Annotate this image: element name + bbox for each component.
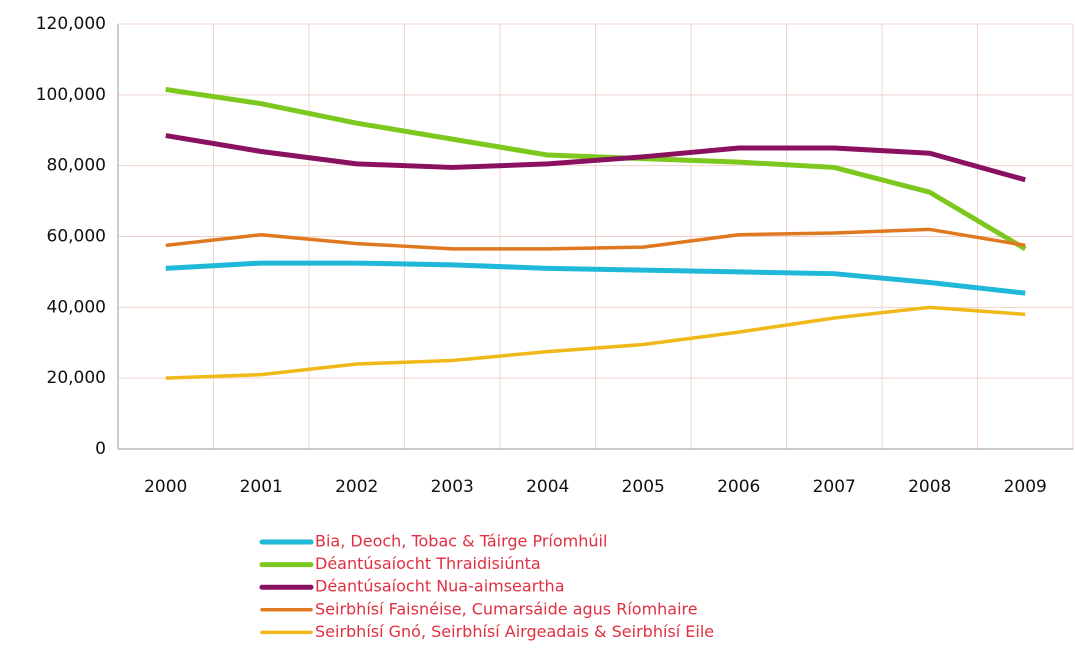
x-tick-label: 2006	[717, 477, 760, 497]
x-tick-label: 2004	[526, 477, 569, 497]
series-line	[165, 133, 1026, 183]
x-tick-label: 2007	[813, 477, 856, 497]
series-line	[165, 87, 1027, 252]
legend-label: Seirbhísí Faisnéise, Cumarsáide agus Río…	[315, 599, 698, 618]
series-line	[165, 260, 1026, 296]
x-tick-label: 2009	[1004, 477, 1047, 497]
y-tick-label: 0	[95, 439, 106, 459]
x-tick-label: 2001	[240, 477, 283, 497]
y-tick-label: 20,000	[47, 368, 106, 388]
y-tick-label: 40,000	[47, 297, 106, 317]
y-tick-label: 100,000	[36, 85, 106, 105]
legend-label: Déantúsaíocht Nua-aimseartha	[315, 577, 565, 596]
y-tick-label: 80,000	[47, 156, 106, 176]
x-tick-label: 2005	[622, 477, 665, 497]
y-tick-label: 120,000	[36, 14, 106, 34]
y-tick-label: 60,000	[47, 227, 106, 247]
x-tick-label: 2002	[335, 477, 378, 497]
series-line	[165, 227, 1026, 251]
x-tick-label: 2000	[144, 477, 187, 497]
x-tick-label: 2003	[431, 477, 474, 497]
legend-label: Seirbhísí Gnó, Seirbhísí Airgeadais & Se…	[315, 622, 714, 641]
legend-label: Bia, Deoch, Tobac & Táirge Príomhúil	[315, 532, 607, 551]
series-line	[165, 305, 1026, 380]
legend-label: Déantúsaíocht Thraidisiúnta	[315, 554, 541, 573]
x-tick-label: 2008	[908, 477, 951, 497]
